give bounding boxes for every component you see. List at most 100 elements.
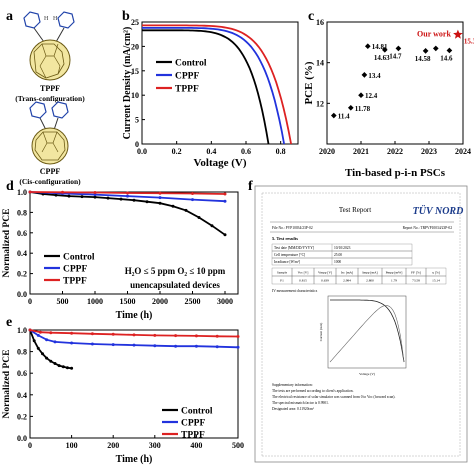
stability-long-ytick-label: 0.2 (17, 270, 27, 279)
stability-long-legend-label: CPPF (63, 265, 87, 275)
tppf-config-label: (Trans-configuration) (15, 94, 85, 103)
stability-long-point-control (145, 200, 149, 204)
pce-point-label: 14.7 (389, 52, 402, 60)
stability-long-point-cppf (93, 193, 97, 197)
report-table-cell (425, 275, 447, 285)
panel-letter-c: c (308, 9, 314, 24)
cppf-config-label: (Cis-configuration) (19, 177, 81, 186)
report-table-header: Isc [mA] (341, 271, 353, 275)
stability-long-ytick-label: 0.6 (17, 229, 27, 238)
stability-long-plot-frame (29, 191, 239, 295)
stability-long-point-tppf (93, 191, 97, 194)
report-iv-xlabel: Voltage (V) (359, 372, 375, 376)
stability-long-xtick-label: 0 (28, 297, 32, 306)
report-table-header: Pmpp [mW] (386, 271, 403, 275)
stability-short-point-control (53, 362, 57, 365)
pce-our-work-value: 15.38 (464, 38, 474, 46)
stability-short-point-tppf (194, 334, 198, 338)
jv-legend-label: Control (175, 59, 207, 69)
jv-xtick-label: 0.8 (276, 147, 286, 156)
stability-long-conditions: H₂O ≤ 5 ppm O₂ ≤ 10 ppm (125, 266, 226, 276)
stability-long-point-tppf (191, 192, 194, 195)
jv-ylabel: Current Density (mA/cm²) (122, 27, 133, 140)
stability-short-ytick-label: 0.4 (17, 391, 27, 400)
stability-long-xtick-label: 3000 (217, 297, 233, 306)
report-remark-line: Supplementary information: (272, 383, 313, 387)
stability-long-legend: Control CPPF TPPF (44, 253, 95, 287)
pce-axis-ticks: 2020 2021 2022 2023 2024 12 14 16 (316, 18, 471, 156)
stability-long-axis-ticks: 0 500 1000 1500 2000 2500 3000 0.0 0.2 0.4 0.6 0.8 1… (17, 188, 233, 306)
stability-long-point-control (132, 198, 136, 202)
pce-xtick-label: 2024 (455, 147, 471, 156)
stability-long-point-tppf (61, 190, 64, 194)
stability-short-legend-label: Control (181, 407, 213, 417)
report-file-no: File No.: PVP10034/23P-02 (272, 226, 313, 230)
jv-series-control (142, 29, 270, 145)
stability-short-point-control (32, 339, 36, 343)
stability-short-point-control (57, 364, 61, 368)
report-info-key: Test date [MM/DD/YYYY] (274, 246, 314, 250)
stability-long-legend-label: Control (63, 253, 95, 263)
report-table-header: Voc [V] (298, 271, 309, 275)
stability-long-point-control (119, 197, 123, 201)
stability-long-point-control (197, 216, 201, 219)
report-remark-line: Designated area: 0.11920cm² (272, 407, 314, 411)
stability-short-point-tppf (215, 334, 219, 338)
report-table-value: 1.79 (391, 279, 397, 283)
stability-short-point-control (49, 359, 53, 363)
stability-short-point-cppf (236, 345, 240, 349)
report-table-value: 15.14 (432, 279, 440, 283)
stability-long-point-tppf (223, 192, 227, 196)
pce-point-label: 11.4 (338, 113, 350, 121)
panel-letter-e: e (6, 315, 12, 330)
pce-ylabel: PCE (%) (303, 61, 315, 104)
stability-short-point-cppf (174, 344, 178, 348)
stability-long-point-cppf (223, 199, 227, 203)
stability-short-point-control (65, 366, 69, 370)
stability-long-point-cppf (158, 196, 162, 200)
stability-short-point-tppf (28, 328, 32, 332)
report-iv-curve (330, 299, 405, 363)
jv-series-tppf (142, 24, 292, 145)
stability-long-point-cppf (126, 194, 129, 198)
stability-short-ylabel: Normalized PCE (2, 350, 12, 419)
stability-short-point-control (70, 366, 74, 370)
stability-long-legend-label: TPPF (63, 277, 87, 287)
panel-letter-a: a (6, 9, 13, 24)
stability-long-ytick-label: 1.0 (17, 188, 27, 197)
stability-long-point-tppf (28, 190, 32, 194)
report-info-key: Irradiance [W/m²] (274, 260, 300, 264)
stability-short-point-tppf (174, 334, 178, 338)
stability-short-xtick-label: 400 (190, 441, 202, 450)
report-table-value: 0.815 (299, 279, 307, 283)
pce-our-work-text: Our work (417, 30, 451, 39)
pce-record-chart: 2020 2021 2022 2023 2024 12 14 16 11.4 11.78 12.4… (303, 18, 474, 179)
stability-long-point-control (158, 201, 162, 205)
report-table-header: FF [%] (411, 271, 421, 275)
stability-long-point-control (171, 204, 175, 208)
stability-short-point-tppf (132, 333, 136, 337)
jv-plot-frame (141, 21, 299, 145)
jv-xlabel: Voltage (V) (193, 157, 246, 169)
stability-long-xtick-label: 500 (57, 297, 69, 306)
cppf-molecule-icon (29, 101, 69, 165)
stability-long-series-control (29, 191, 226, 236)
stability-long-point-control (184, 208, 188, 212)
stability-long-xtick-label: 1000 (87, 297, 103, 306)
stability-short-ytick-label: 0.8 (17, 348, 27, 357)
panel-letter-f: f (248, 179, 253, 194)
pce-point (432, 45, 439, 52)
pce-ytick-label: 12 (316, 99, 324, 108)
pce-plot-frame (326, 21, 464, 145)
stability-short-point-cppf (36, 333, 40, 337)
jv-series-cppf (142, 26, 285, 145)
svg-text:H: H (44, 16, 49, 22)
pce-xlabel: Tin-based p-i-n PSCs (345, 167, 446, 179)
stability-short-xtick-label: 500 (232, 441, 244, 450)
jv-xtick-label: 0.2 (172, 147, 182, 156)
jv-series-lines (142, 24, 292, 145)
stability-short-xtick-label: 300 (149, 441, 161, 450)
pce-point (395, 45, 402, 52)
report-table-value: 2.984 (343, 279, 351, 283)
stability-long-point-control (223, 233, 227, 237)
